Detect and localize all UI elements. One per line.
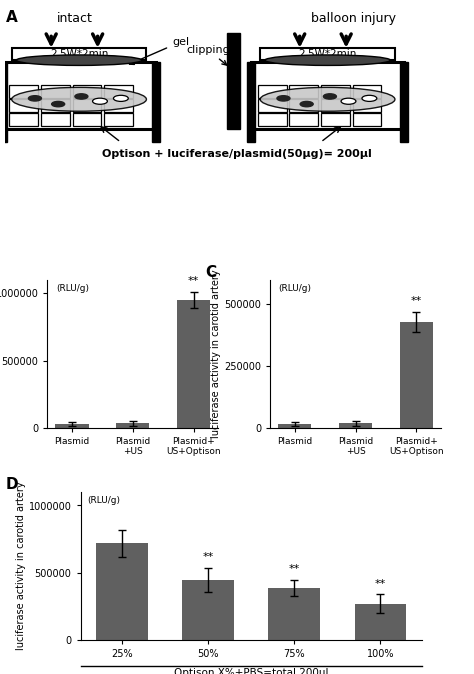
- Text: (RLU/g): (RLU/g): [279, 284, 312, 293]
- Circle shape: [113, 95, 128, 101]
- Circle shape: [341, 98, 356, 104]
- Circle shape: [75, 94, 88, 99]
- Ellipse shape: [260, 88, 395, 111]
- Bar: [116, 423, 149, 428]
- Text: clipping: clipping: [186, 44, 229, 65]
- Bar: [251, 62, 404, 129]
- Bar: [41, 113, 70, 126]
- Text: gel: gel: [129, 37, 189, 65]
- Bar: [9, 85, 38, 98]
- Text: balloon injury: balloon injury: [310, 12, 396, 26]
- Ellipse shape: [16, 55, 142, 65]
- Text: 2.5W*2min: 2.5W*2min: [50, 49, 108, 59]
- Text: **: **: [375, 578, 386, 588]
- Text: D: D: [6, 477, 18, 492]
- Bar: [355, 604, 406, 640]
- Bar: [182, 580, 234, 640]
- Y-axis label: luciferase activity in carotid artery: luciferase activity in carotid artery: [16, 482, 26, 650]
- Bar: [400, 321, 433, 428]
- Circle shape: [92, 98, 108, 104]
- Text: **: **: [289, 563, 300, 574]
- Bar: [9, 99, 38, 112]
- Circle shape: [323, 94, 337, 99]
- Circle shape: [362, 95, 377, 101]
- Text: **: **: [410, 296, 422, 306]
- Bar: [104, 99, 133, 112]
- Bar: [104, 113, 133, 126]
- Bar: [321, 99, 350, 112]
- Text: Optison + luciferase/plasmid(50μg)= 200μl: Optison + luciferase/plasmid(50μg)= 200μ…: [102, 149, 372, 159]
- Circle shape: [52, 101, 64, 106]
- Bar: [55, 424, 89, 428]
- Text: intact: intact: [56, 12, 92, 26]
- Circle shape: [300, 101, 313, 106]
- Bar: [353, 99, 382, 112]
- Bar: [152, 62, 160, 142]
- Ellipse shape: [265, 55, 390, 65]
- Circle shape: [277, 96, 290, 101]
- Bar: [321, 85, 350, 98]
- Bar: [73, 113, 101, 126]
- Bar: [12, 48, 146, 60]
- Bar: [0, 62, 7, 142]
- Circle shape: [28, 96, 41, 101]
- Text: C: C: [205, 265, 217, 280]
- Text: (RLU/g): (RLU/g): [87, 497, 120, 506]
- Ellipse shape: [12, 88, 146, 111]
- Bar: [9, 113, 38, 126]
- Bar: [247, 62, 255, 142]
- Bar: [96, 543, 148, 640]
- Bar: [278, 425, 311, 428]
- Bar: [260, 48, 395, 60]
- Bar: [339, 423, 372, 428]
- Bar: [73, 85, 101, 98]
- Text: 2.5W*2min: 2.5W*2min: [299, 49, 357, 59]
- Bar: [290, 113, 318, 126]
- Bar: [321, 113, 350, 126]
- Bar: [177, 300, 210, 428]
- Bar: [353, 113, 382, 126]
- Text: **: **: [188, 276, 199, 286]
- Bar: [104, 85, 133, 98]
- Bar: [258, 85, 287, 98]
- Bar: [227, 34, 240, 129]
- X-axis label: Optison X%+PBS=total 200μl: Optison X%+PBS=total 200μl: [174, 668, 328, 674]
- Bar: [258, 113, 287, 126]
- Text: A: A: [6, 9, 18, 25]
- Bar: [290, 99, 318, 112]
- Bar: [41, 99, 70, 112]
- Bar: [353, 85, 382, 98]
- Bar: [290, 85, 318, 98]
- Text: (RLU/g): (RLU/g): [56, 284, 89, 293]
- Text: **: **: [202, 551, 214, 561]
- Bar: [258, 99, 287, 112]
- Y-axis label: luciferase activity in carotid artery: luciferase activity in carotid artery: [211, 270, 221, 438]
- Bar: [268, 588, 320, 640]
- Bar: [73, 99, 101, 112]
- Bar: [41, 85, 70, 98]
- Bar: [400, 62, 409, 142]
- Bar: [2, 62, 155, 129]
